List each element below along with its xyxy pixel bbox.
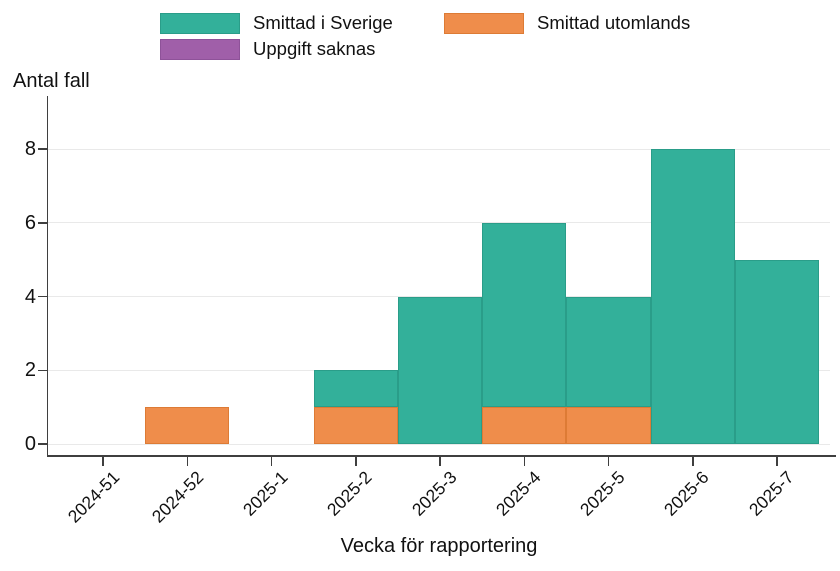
bar-segment-2025-2	[313, 407, 398, 444]
legend-label: Smittad i Sverige	[253, 12, 393, 33]
bar-segment-2025-5	[566, 407, 651, 444]
x-tick-2024-51	[102, 456, 104, 466]
legend-item-uppgift-saknas[interactable]: Uppgift saknas	[160, 38, 375, 60]
x-tick-2025-7	[776, 456, 778, 466]
legend-item-smittad-utomlands[interactable]: Smittad utomlands	[444, 12, 690, 34]
x-tick-2025-5	[607, 456, 610, 466]
bar-segment-2025-6	[650, 149, 735, 444]
legend-label: Smittad utomlands	[537, 12, 691, 33]
y-tick-4	[37, 295, 47, 298]
bar-segment-2025-4	[482, 222, 567, 408]
y-tick-label: 4	[24, 285, 36, 308]
bar-segment-2025-3	[397, 296, 483, 444]
x-tick-label: 2025-6	[660, 467, 713, 520]
x-tick-label: 2025-2	[323, 467, 376, 520]
x-tick-2025-2	[355, 456, 357, 466]
x-tick-label: 2024-52	[147, 467, 208, 527]
x-tick-2025-1	[270, 456, 273, 466]
legend-swatch-uppgift-saknas	[160, 38, 240, 60]
y-tick-label: 2	[24, 359, 36, 382]
x-axis-title: Vecka för rapportering	[340, 535, 538, 557]
legend-item-smittad-i-sverige[interactable]: Smittad i Sverige	[160, 12, 393, 34]
bar-segment-2025-4	[482, 407, 567, 444]
y-axis-title: Antal fall	[13, 70, 90, 92]
bar-segment-2024-52	[145, 407, 230, 444]
legend-swatch-smittad-i-sverige	[160, 12, 240, 34]
y-tick-8	[37, 148, 47, 150]
gridline-y-6	[48, 222, 830, 224]
x-tick-label: 2025-3	[407, 467, 461, 520]
x-tick-label: 2025-1	[238, 467, 292, 520]
y-tick-6	[37, 222, 47, 224]
bar-segment-2025-2	[313, 370, 398, 408]
y-axis-line	[46, 96, 48, 457]
y-tick-label: 8	[24, 138, 36, 161]
x-tick-label: 2025-7	[744, 467, 798, 520]
y-tick-0	[37, 443, 47, 445]
y-tick-label: 6	[24, 211, 36, 234]
x-tick-label: 2025-5	[575, 467, 629, 520]
bar-segment-2025-5	[566, 296, 651, 408]
x-tick-2025-4	[523, 456, 525, 466]
gridline-y-8	[48, 148, 830, 150]
y-tick-2	[37, 369, 47, 372]
x-tick-2024-52	[186, 456, 188, 466]
gridline-y-0	[48, 443, 830, 445]
x-tick-2025-3	[439, 456, 441, 466]
y-tick-label: 0	[24, 433, 36, 455]
bar-segment-2025-7	[734, 259, 820, 444]
legend-swatch-smittad-utomlands	[444, 12, 524, 34]
x-tick-label: 2024-51	[63, 467, 124, 527]
x-tick-2025-6	[692, 456, 694, 466]
legend-label: Uppgift saknas	[253, 38, 376, 59]
x-tick-label: 2025-4	[491, 467, 545, 520]
x-axis-line	[46, 455, 836, 457]
